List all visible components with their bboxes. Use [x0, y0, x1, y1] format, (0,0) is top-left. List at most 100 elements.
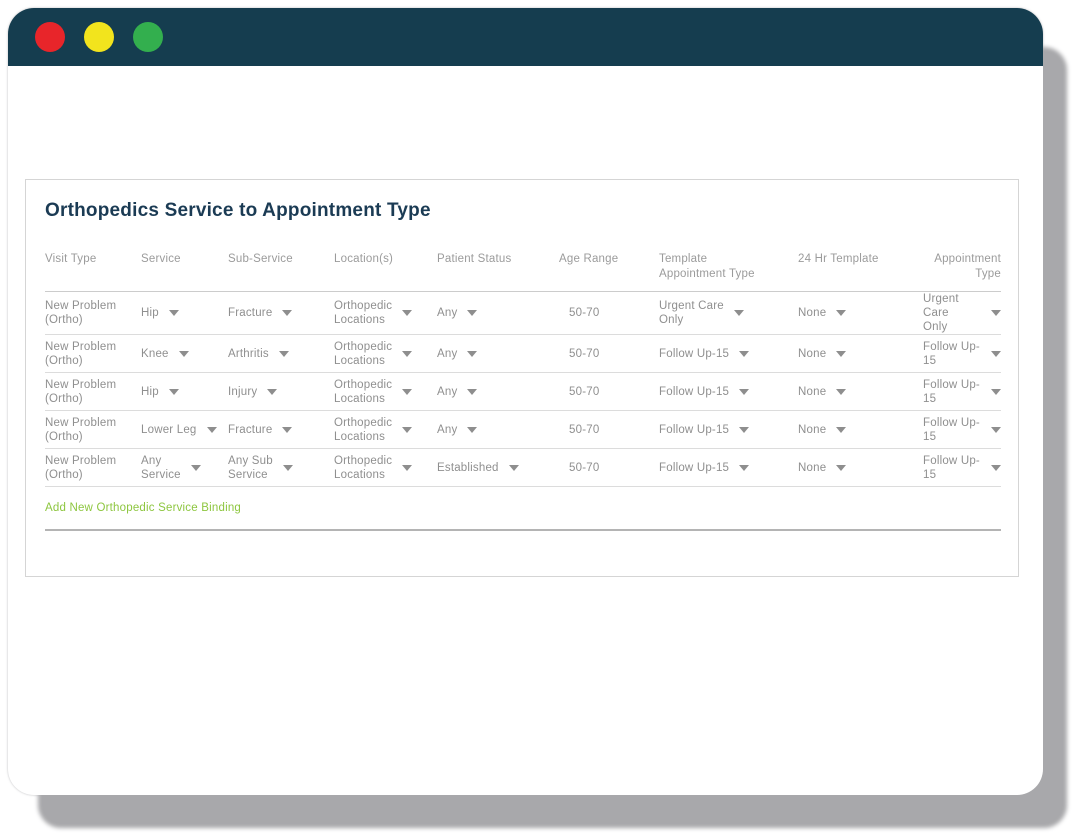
minimize-button[interactable] — [84, 22, 114, 52]
service-binding-table: Visit Type Service Sub-Service Location(… — [45, 252, 1001, 487]
patient-status-dropdown[interactable]: Any — [437, 423, 559, 437]
age-range-cell: 50-70 — [569, 423, 600, 436]
column-header-24hr-template: 24 Hr Template — [798, 253, 879, 265]
patient-status-dropdown[interactable]: Any — [437, 347, 559, 361]
24hr-template-dropdown[interactable]: None — [798, 385, 923, 399]
visit-type-cell: New Problem (Ortho) — [45, 416, 117, 443]
chevron-down-icon — [467, 426, 478, 433]
column-header-patient-status: Patient Status — [437, 253, 512, 265]
template-appointment-type-dropdown[interactable]: Urgent Care Only — [659, 299, 798, 327]
service-dropdown[interactable]: Knee — [141, 347, 228, 361]
zoom-button[interactable] — [133, 22, 163, 52]
chevron-down-icon — [991, 388, 1001, 395]
locations-dropdown[interactable]: Orthopedic Locations — [334, 454, 437, 482]
patient-status-dropdown[interactable]: Established — [437, 461, 559, 475]
chevron-down-icon — [402, 310, 413, 316]
chevron-down-icon — [168, 310, 179, 316]
locations-dropdown[interactable]: Orthopedic Locations — [334, 340, 437, 368]
chevron-down-icon — [282, 310, 293, 316]
chevron-down-icon — [836, 350, 847, 357]
chevron-down-icon — [467, 310, 478, 316]
chevron-down-icon — [739, 388, 750, 395]
locations-dropdown[interactable]: Orthopedic Locations — [334, 299, 437, 327]
chevron-down-icon — [467, 350, 478, 357]
visit-type-cell: New Problem (Ortho) — [45, 340, 117, 367]
age-range-cell: 50-70 — [569, 307, 600, 319]
table-row: New Problem (Ortho) Knee Arthritis Ortho… — [45, 335, 1001, 373]
sub-service-dropdown[interactable]: Injury — [228, 385, 334, 399]
chevron-down-icon — [267, 388, 278, 395]
appointment-type-dropdown[interactable]: Follow Up-15 — [923, 340, 1001, 368]
chevron-down-icon — [508, 464, 519, 471]
age-range-cell: 50-70 — [569, 385, 600, 398]
chevron-down-icon — [991, 310, 1001, 316]
appointment-type-dropdown[interactable]: Follow Up-15 — [923, 378, 1001, 406]
chevron-down-icon — [739, 350, 750, 357]
sub-service-dropdown[interactable]: Any Sub Service — [228, 454, 334, 482]
visit-type-cell: New Problem (Ortho) — [45, 378, 117, 405]
column-header-age-range: Age Range — [559, 253, 619, 265]
chevron-down-icon — [168, 388, 179, 395]
chevron-down-icon — [282, 464, 293, 471]
chevron-down-icon — [836, 388, 847, 395]
visit-type-cell: New Problem (Ortho) — [45, 454, 117, 481]
add-new-binding-link[interactable]: Add New Orthopedic Service Binding — [45, 502, 242, 514]
template-appointment-type-dropdown[interactable]: Follow Up-15 — [659, 423, 798, 437]
age-range-cell: 50-70 — [569, 347, 600, 360]
chevron-down-icon — [402, 426, 413, 433]
app-window: Orthopedics Service to Appointment Type … — [8, 8, 1043, 795]
appointment-type-dropdown[interactable]: Follow Up-15 — [923, 454, 1001, 482]
column-header-visit-type: Visit Type — [45, 253, 97, 265]
service-dropdown[interactable]: Hip — [141, 385, 228, 399]
service-binding-panel: Orthopedics Service to Appointment Type … — [25, 179, 1019, 577]
chevron-down-icon — [206, 426, 217, 433]
24hr-template-dropdown[interactable]: None — [798, 423, 923, 437]
service-dropdown[interactable]: Lower Leg — [141, 423, 228, 437]
sub-service-dropdown[interactable]: Fracture — [228, 423, 334, 437]
column-header-appointment-type: Appointment Type — [934, 253, 1001, 280]
24hr-template-dropdown[interactable]: None — [798, 347, 923, 361]
column-header-service: Service — [141, 253, 181, 265]
chevron-down-icon — [733, 310, 744, 316]
chevron-down-icon — [991, 350, 1001, 357]
appointment-type-dropdown[interactable]: Follow Up-15 — [923, 416, 1001, 444]
sub-service-dropdown[interactable]: Arthritis — [228, 347, 334, 361]
chevron-down-icon — [991, 464, 1001, 471]
table-row: New Problem (Ortho) Lower Leg Fracture O… — [45, 411, 1001, 449]
template-appointment-type-dropdown[interactable]: Follow Up-15 — [659, 385, 798, 399]
chevron-down-icon — [190, 464, 201, 471]
visit-type-cell: New Problem (Ortho) — [45, 300, 117, 326]
table-row: New Problem (Ortho) Hip Fracture Orthope… — [45, 292, 1001, 335]
table-header-row: Visit Type Service Sub-Service Location(… — [45, 252, 1001, 292]
chevron-down-icon — [178, 350, 189, 357]
locations-dropdown[interactable]: Orthopedic Locations — [334, 378, 437, 406]
patient-status-dropdown[interactable]: Any — [437, 306, 559, 320]
chevron-down-icon — [836, 310, 847, 316]
add-binding-row: Add New Orthopedic Service Binding — [45, 487, 1001, 531]
appointment-type-dropdown[interactable]: Urgent Care Only — [923, 292, 1001, 334]
24hr-template-dropdown[interactable]: None — [798, 306, 923, 320]
table-row: New Problem (Ortho) Any Service Any Sub … — [45, 449, 1001, 487]
chevron-down-icon — [278, 350, 289, 357]
column-header-locations: Location(s) — [334, 253, 394, 265]
service-dropdown[interactable]: Hip — [141, 306, 228, 320]
chevron-down-icon — [991, 426, 1001, 433]
24hr-template-dropdown[interactable]: None — [798, 461, 923, 475]
chevron-down-icon — [739, 426, 750, 433]
sub-service-dropdown[interactable]: Fracture — [228, 306, 334, 320]
close-button[interactable] — [35, 22, 65, 52]
chevron-down-icon — [739, 464, 750, 471]
locations-dropdown[interactable]: Orthopedic Locations — [334, 416, 437, 444]
page-title: Orthopedics Service to Appointment Type — [45, 200, 431, 221]
chevron-down-icon — [282, 426, 293, 433]
template-appointment-type-dropdown[interactable]: Follow Up-15 — [659, 347, 798, 361]
chevron-down-icon — [467, 388, 478, 395]
column-header-sub-service: Sub-Service — [228, 253, 293, 265]
chevron-down-icon — [836, 426, 847, 433]
service-dropdown[interactable]: Any Service — [141, 454, 228, 482]
window-titlebar — [8, 8, 1043, 66]
patient-status-dropdown[interactable]: Any — [437, 385, 559, 399]
template-appointment-type-dropdown[interactable]: Follow Up-15 — [659, 461, 798, 475]
chevron-down-icon — [402, 350, 413, 357]
chevron-down-icon — [402, 464, 413, 471]
